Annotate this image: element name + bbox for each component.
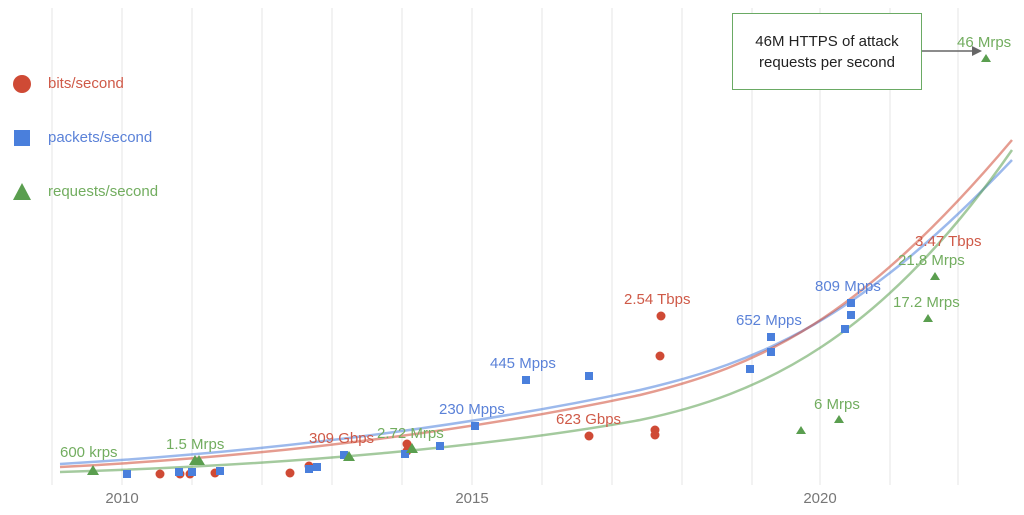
square-icon bbox=[12, 128, 32, 148]
x-axis-label-2020: 2020 bbox=[803, 490, 836, 507]
series-bits-points bbox=[155, 311, 666, 479]
legend-label-packets: packets/second bbox=[48, 129, 153, 146]
trendline-packets bbox=[59, 159, 1013, 466]
legend-item-bits: bits/second bbox=[12, 70, 158, 97]
legend-label-bits: bits/second bbox=[48, 75, 124, 92]
label-46-mrps: 46 Mrps bbox=[957, 34, 1011, 51]
label-2-72-mrps: 2.72 Mrps bbox=[377, 425, 444, 442]
chart-legend: bits/second packets/second requests/seco… bbox=[12, 70, 158, 232]
label-21-8-mrps: 21.8 Mrps bbox=[898, 252, 965, 269]
callout-line-2: requests per second bbox=[759, 53, 895, 71]
x-axis-label-2015: 2015 bbox=[455, 490, 488, 507]
label-600-krps: 600 krps bbox=[60, 444, 118, 461]
legend-label-requests: requests/second bbox=[48, 183, 159, 200]
callout-line-1: 46M HTTPS of attack bbox=[755, 32, 899, 50]
label-623-gbps: 623 Gbps bbox=[556, 411, 621, 428]
series-requests-points bbox=[87, 54, 991, 475]
annotation-callout-box: 46M HTTPS of attack requests per second bbox=[732, 13, 922, 90]
label-1-5-mrps: 1.5 Mrps bbox=[166, 436, 224, 453]
label-2-54-tbps: 2.54 Tbps bbox=[624, 291, 690, 308]
trendline-bits bbox=[59, 139, 1013, 469]
label-17-2-mrps: 17.2 Mrps bbox=[893, 294, 960, 311]
label-809-mpps: 809 Mpps bbox=[815, 278, 881, 295]
callout-arrow bbox=[922, 46, 982, 56]
series-packets-points bbox=[123, 299, 855, 478]
label-230-mpps: 230 Mpps bbox=[439, 401, 505, 418]
label-3-47-tbps: 3.47 Tbps bbox=[915, 233, 981, 250]
label-309-gbps: 309 Gbps bbox=[309, 430, 374, 447]
label-652-mpps: 652 Mpps bbox=[736, 312, 802, 329]
trendlines bbox=[59, 139, 1014, 474]
circle-icon bbox=[12, 74, 32, 94]
label-445-mpps: 445 Mpps bbox=[490, 355, 556, 372]
triangle-icon bbox=[12, 182, 32, 202]
x-axis-label-2010: 2010 bbox=[105, 490, 138, 507]
legend-item-packets: packets/second bbox=[12, 124, 158, 151]
legend-item-requests: requests/second bbox=[12, 178, 158, 205]
label-6-mrps: 6 Mrps bbox=[814, 396, 860, 413]
trendline-requests bbox=[59, 149, 1014, 474]
